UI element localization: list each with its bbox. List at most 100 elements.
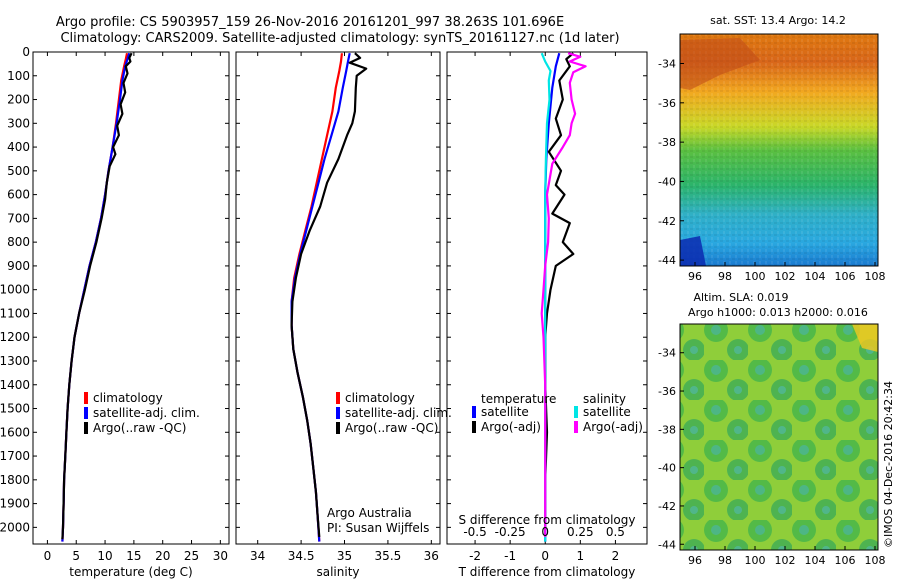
x-tick-label: 0 [541, 549, 549, 563]
sst-cold-patch [680, 236, 706, 266]
map-y-tick-label: -36 [658, 385, 676, 398]
legend-swatch [84, 407, 88, 419]
legend-swatch [472, 421, 476, 433]
salinity-panel: 34 34.5 35 35.5 36 climatologysatellite-adj. … [235, 51, 452, 579]
series-line [290, 52, 351, 542]
map-x-tick-label: 104 [805, 554, 826, 567]
x-tick-label-top: -0.5 [463, 525, 486, 539]
x-tick-label: 10 [97, 549, 112, 563]
temperature-plot-frame [32, 51, 230, 545]
depth-tick-label: 1800 [0, 473, 30, 487]
sla-map-title: Altim. SLA: 0.019 [693, 291, 788, 304]
depth-tick-label: 1100 [0, 306, 30, 320]
sst-map-panel: sat. SST: 13.4 Argo: 14.2 96 98 100 102 104 1… [658, 14, 885, 283]
x-tick-label: 15 [126, 549, 141, 563]
series-line [540, 52, 552, 542]
x-tick-label: 30 [213, 549, 228, 563]
x-tick-label: -1 [504, 549, 516, 563]
difference-plot-frame [446, 51, 648, 545]
map-y-tick-label: -42 [658, 500, 676, 513]
legend-header-salinity: salinity [583, 392, 626, 406]
map-y-tick-label: -36 [658, 97, 676, 110]
credit-stamp: ©IMOS 04-Dec-2016 20:42:34 [882, 381, 895, 548]
x-tick-label-top: 0 [541, 525, 549, 539]
salinity-x-label: salinity [316, 565, 359, 579]
map-y-tick-label: -40 [658, 175, 676, 188]
x-tick-label: 35.5 [375, 549, 402, 563]
legend-swatch [336, 407, 340, 419]
legend-swatch [574, 421, 578, 433]
legend-label: Argo(..raw -QC) [345, 421, 438, 435]
map-x-tick-label: 98 [718, 554, 732, 567]
legend-label: Argo(-adj) [583, 420, 643, 434]
map-x-tick-label: 100 [745, 554, 766, 567]
map-x-tick-label: 108 [865, 270, 886, 283]
x-tick-label: 25 [184, 549, 199, 563]
depth-tick-label: 1500 [0, 402, 30, 416]
depth-tick-label: 200 [7, 93, 30, 107]
legend-swatch [336, 392, 340, 404]
sla-warm-patch [852, 324, 878, 352]
depth-tick-label: 0 [22, 45, 30, 59]
legend-label: Argo(-adj) [481, 420, 541, 434]
map-x-tick-label: 96 [688, 554, 702, 567]
depth-tick-label: 300 [7, 116, 30, 130]
legend-label: satellite [583, 405, 631, 419]
map-y-tick-label: -34 [658, 57, 676, 70]
legend-header-temperature: temperature [481, 392, 556, 406]
legend-label: satellite [481, 405, 529, 419]
x-tick-label-top: 0.25 [567, 525, 594, 539]
depth-tick-label: 500 [7, 164, 30, 178]
series-line [61, 52, 131, 542]
map-x-tick-label: 102 [775, 270, 796, 283]
sla-map-panel: Altim. SLA: 0.019 Argo h1000: 0.013 h200… [658, 291, 885, 567]
x-tick-label: 34.5 [288, 549, 315, 563]
sla-map-subtitle: Argo h1000: 0.013 h2000: 0.016 [688, 306, 868, 319]
sst-warm-patch [680, 38, 760, 90]
sla-map-frame [679, 323, 879, 551]
map-x-tick-label: 106 [835, 270, 856, 283]
map-x-tick-label: 104 [805, 270, 826, 283]
sst-map-frame [679, 33, 879, 267]
legend-swatch [574, 406, 578, 418]
depth-tick-label: 900 [7, 259, 30, 273]
series-line [290, 52, 368, 537]
salinity-plot-frame [235, 51, 441, 545]
difference-x-label-top: S difference from climatology [459, 513, 636, 527]
map-x-tick-label: 102 [775, 554, 796, 567]
x-tick-label: -2 [469, 549, 481, 563]
legend-label: satellite-adj. clim. [345, 406, 452, 420]
x-tick-label-top: 0.5 [606, 525, 625, 539]
temperature-x-label: temperature (deg C) [69, 565, 192, 579]
series-line [540, 52, 587, 537]
depth-tick-label: 2000 [0, 520, 30, 534]
depth-tick-label: 1200 [0, 330, 30, 344]
map-x-tick-label: 106 [835, 554, 856, 567]
map-y-tick-label: -38 [658, 423, 676, 436]
depth-tick-label: 1400 [0, 378, 30, 392]
legend-swatch [84, 422, 88, 434]
legend-label: satellite-adj. clim. [93, 406, 200, 420]
map-y-tick-label: -42 [658, 215, 676, 228]
x-tick-label: 35 [337, 549, 352, 563]
title-line-1: Argo profile: CS 5903957_159 26-Nov-2016… [56, 15, 564, 30]
depth-tick-label: 100 [7, 69, 30, 83]
legend-swatch [472, 406, 476, 418]
sla-map-image [680, 324, 878, 550]
series-line [61, 52, 133, 540]
x-tick-label: 5 [72, 549, 80, 563]
legend-label: climatology [93, 391, 163, 405]
map-y-tick-label: -40 [658, 462, 676, 475]
legend-swatch [336, 422, 340, 434]
legend-label: Argo(..raw -QC) [93, 421, 186, 435]
argo-australia-note: Argo Australia [327, 506, 412, 520]
depth-tick-label: 1000 [0, 283, 30, 297]
map-x-tick-label: 96 [688, 270, 702, 283]
difference-panel: -2 -1 0 1 2-0.5 -0.25 0 0.25 0.5satelliteArgo(-a… [446, 51, 648, 579]
pi-note: PI: Susan Wijffels [327, 521, 429, 535]
temperature-panel: 0100200300400500600700800900100011001200… [0, 45, 230, 579]
depth-tick-label: 1900 [0, 497, 30, 511]
difference-x-label-bottom: T difference from climatology [458, 565, 636, 579]
depth-tick-label: 1300 [0, 354, 30, 368]
map-y-tick-label: -38 [658, 136, 676, 149]
